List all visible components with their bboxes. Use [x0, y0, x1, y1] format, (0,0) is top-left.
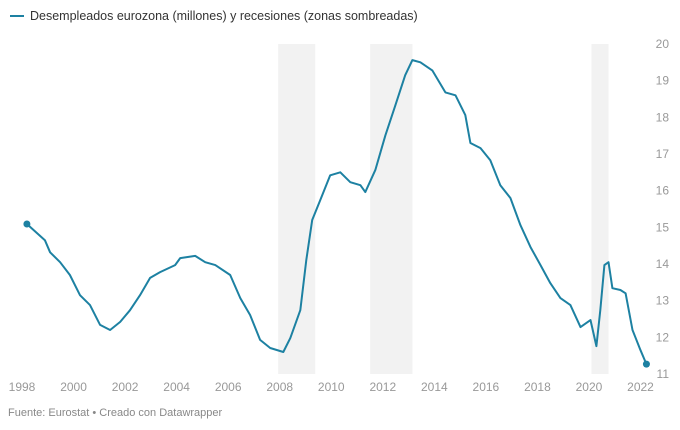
y-tick-label: 15 [656, 220, 670, 234]
end-point [642, 360, 650, 368]
x-tick-label: 2006 [215, 380, 242, 394]
chart-title: Desempleados eurozona (millones) y reces… [30, 9, 418, 23]
y-tick-label: 11 [657, 367, 670, 381]
y-tick-label: 14 [656, 257, 670, 271]
y-tick-label: 18 [656, 110, 670, 124]
y-tick-label: 12 [656, 330, 670, 344]
y-tick-label: 13 [656, 294, 670, 308]
y-tick-label: 16 [656, 184, 670, 198]
x-tick-label: 2012 [369, 380, 396, 394]
y-tick-label: 17 [656, 147, 670, 161]
x-tick-label: 2018 [524, 380, 551, 394]
legend: Desempleados eurozona (millones) y reces… [10, 9, 418, 23]
x-tick-label: 2022 [627, 380, 654, 394]
y-tick-label: 20 [656, 37, 670, 51]
legend-swatch [10, 15, 24, 17]
start-point [23, 220, 31, 228]
x-tick-label: 2000 [60, 380, 87, 394]
x-tick-label: 2002 [112, 380, 139, 394]
recession-band [278, 44, 316, 374]
recession-band [370, 44, 413, 374]
x-tick-label: 2010 [318, 380, 345, 394]
x-tick-label: 2008 [266, 380, 293, 394]
x-tick-label: 2016 [473, 380, 500, 394]
series-line [26, 59, 648, 365]
x-tick-label: 2014 [421, 380, 448, 394]
x-tick-label: 2020 [576, 380, 603, 394]
x-tick-label: 1998 [9, 380, 36, 394]
recession-band [591, 44, 609, 374]
y-tick-label: 19 [656, 74, 670, 88]
source-footer: Fuente: Eurostat • Creado con Datawrappe… [8, 407, 223, 419]
x-tick-label: 2004 [163, 380, 190, 394]
